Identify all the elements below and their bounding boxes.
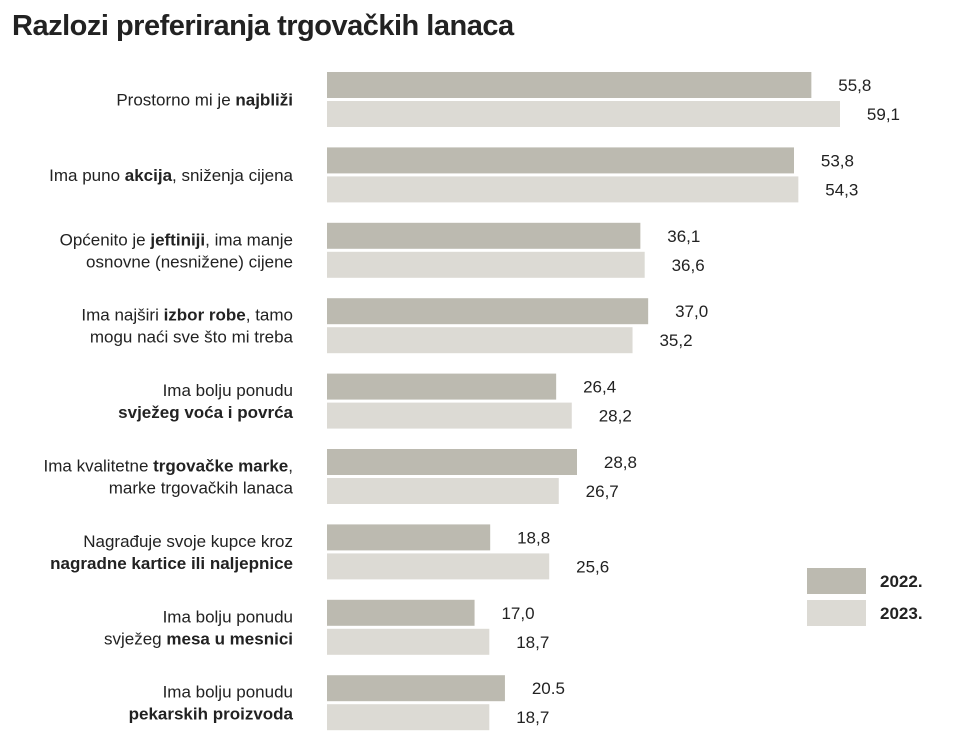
bar-2022 [327,72,812,98]
bar-2023 [327,327,633,354]
data-label: 36,6 [672,256,705,275]
data-label: 54,3 [825,180,858,199]
bar-2022 [327,449,577,475]
data-label: 28,8 [604,453,637,472]
data-label: 18,7 [516,633,549,652]
category-label: Ima kvalitetne trgovačke marke, marke trg… [44,457,294,498]
data-label: 37,0 [675,302,708,321]
data-label: 59,1 [867,105,900,124]
bar-group: 17,0 18,7 Ima bolju ponudu svježeg mesa u m… [104,599,549,655]
data-label: 26,4 [583,378,616,397]
category-label: Općenito je jeftiniji, ima manje osnovne … [60,230,293,271]
category-label: Prostorno mi je najbliži [116,91,293,110]
bar-2023 [327,553,550,580]
category-label: Nagrađuje svoje kupce kroz nagradne karti… [50,532,293,573]
data-label: 26,7 [586,482,619,501]
bar-2023 [327,402,572,429]
data-label: 20.5 [532,679,565,698]
bar-2023 [327,704,490,731]
legend-swatch [807,568,866,594]
bar-group: 26,4 28,2 Ima bolju ponudu svježeg voća i p… [118,373,632,429]
bar-2023 [327,101,840,127]
category-label: Ima najširi izbor robe, tamo mogu naći sv… [81,306,293,347]
legend-label: 2022. [880,572,923,591]
bar-group: 28,8 26,7 Ima kvalitetne trgovačke marke, m… [44,449,637,504]
data-label: 18,8 [517,528,550,547]
data-label: 35,2 [659,331,692,350]
bar-group: 55,8 59,1 Prostorno mi je najbliži [116,72,900,127]
bar-2022 [327,373,557,400]
category-label: Ima bolju ponudu svježeg voća i povrća [118,381,293,422]
bar-2023 [327,176,799,203]
legend-label: 2023. [880,604,923,623]
data-label: 18,7 [516,708,549,727]
bar-2022 [327,675,505,702]
data-label: 55,8 [838,76,871,95]
bar-2022 [327,524,491,551]
data-label: 36,1 [667,227,700,246]
data-label: 17,0 [501,604,534,623]
legend: 2022. 2023. [807,568,923,626]
bar-group: 37,0 35,2 Ima najširi izbor robe, tamo mogu… [81,298,708,354]
bar-group: 18,8 25,6 Nagrađuje svoje kupce kroz nagrad… [50,524,609,580]
bar-2022 [327,298,649,325]
chart-title: Razlozi preferiranja trgovačkih lanaca [12,10,514,42]
bar-2023 [327,478,559,504]
data-label: 28,2 [599,407,632,426]
bar-2022 [327,599,475,626]
bar-group: 53,8 54,3 Ima puno akcija, sniženja cijena [49,147,858,203]
category-label: Ima puno akcija, sniženja cijena [49,166,293,185]
legend-swatch [807,600,866,626]
bar-2022 [327,147,794,174]
bar-2023 [327,251,645,278]
bar-group: 36,1 36,6 Općenito je jeftiniji, ima manje… [60,222,705,278]
bar-group: 20.5 18,7 Ima bolju ponudu pekarskih proizv… [129,675,565,731]
category-label: Ima bolju ponudu pekarskih proizvoda [129,683,294,724]
data-label: 53,8 [821,151,854,170]
data-label: 25,6 [576,557,609,576]
bar-2022 [327,222,641,249]
bar-2023 [327,628,490,655]
category-label: Ima bolju ponudu svježeg mesa u mesnici [104,607,293,648]
